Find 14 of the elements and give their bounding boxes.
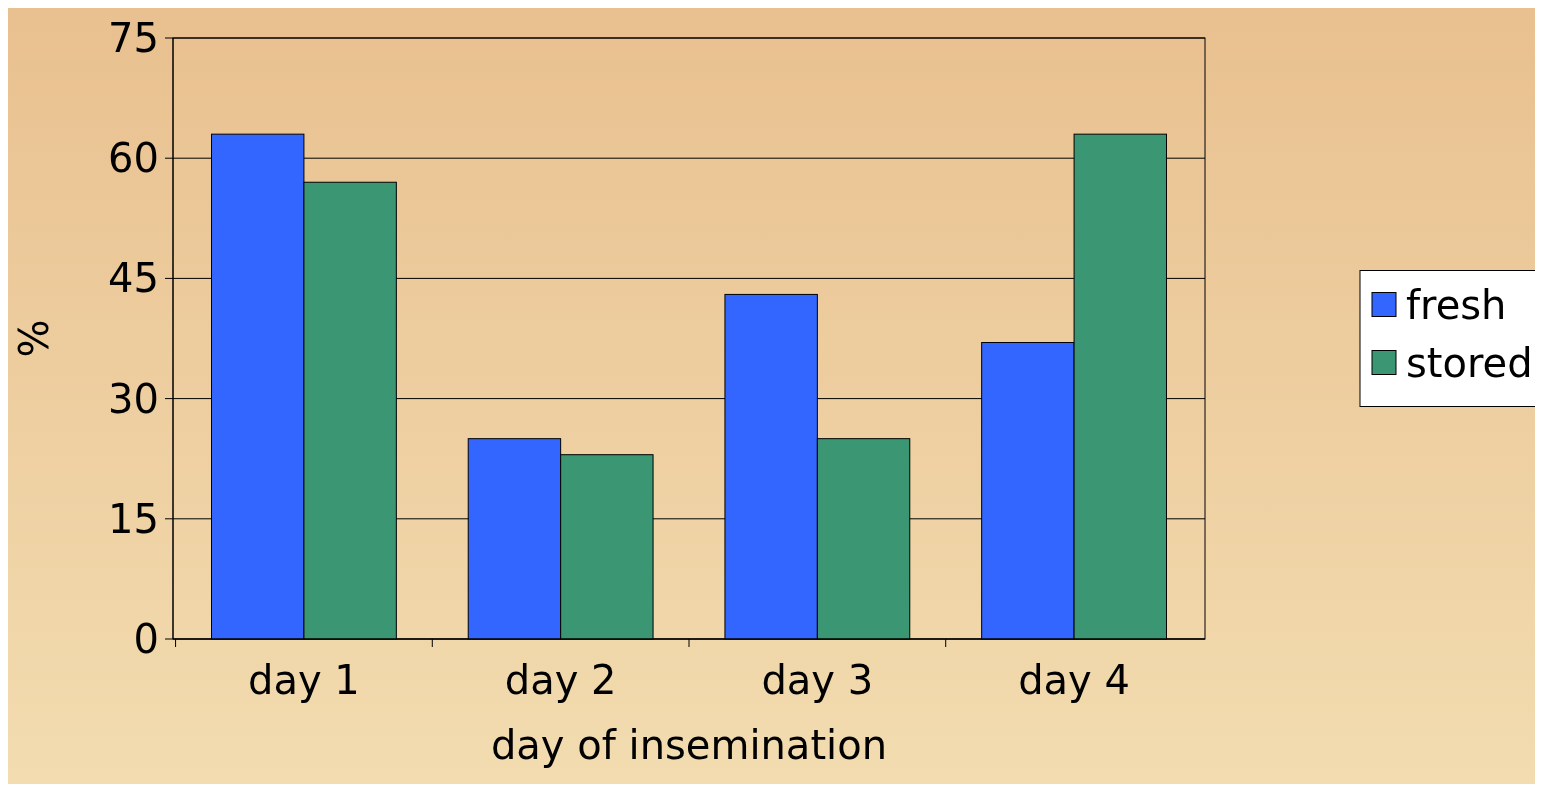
y-tick-label: 45 bbox=[108, 255, 159, 302]
x-tick-label: day 1 bbox=[248, 657, 360, 703]
y-tick-label: 60 bbox=[108, 135, 159, 182]
x-tick-label: day 4 bbox=[1018, 657, 1130, 703]
x-axis-title: day of insemination bbox=[490, 722, 888, 768]
y-tick-label: 0 bbox=[133, 616, 159, 662]
legend-label: fresh bbox=[1406, 281, 1507, 328]
y-tick-label: 75 bbox=[108, 15, 159, 61]
legend-label: stored bbox=[1406, 339, 1533, 386]
y-tick-label: 30 bbox=[108, 375, 159, 422]
y-tick-label: 15 bbox=[108, 495, 159, 542]
x-tick-label: day 2 bbox=[504, 657, 617, 703]
x-tick-label: day 3 bbox=[761, 657, 874, 703]
y-axis-title: % bbox=[11, 319, 57, 358]
